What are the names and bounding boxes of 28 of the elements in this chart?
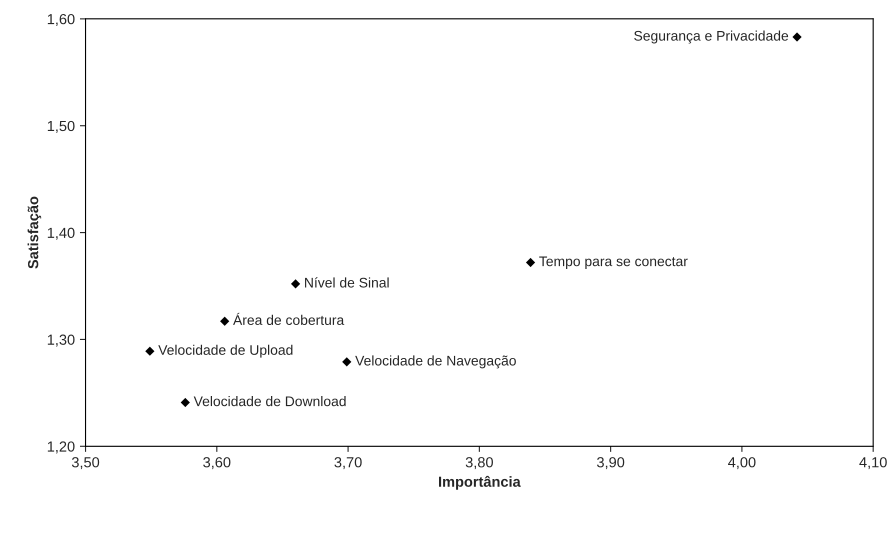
annotation: Velocidade de Upload xyxy=(158,344,292,358)
point xyxy=(792,32,802,42)
annotation: Tempo para se conectar xyxy=(539,256,688,269)
annotation: Segurança e Privacidade xyxy=(634,30,788,44)
annotation: Área de cobertura xyxy=(233,312,344,325)
annotation: Nível de Sinal xyxy=(305,277,389,288)
y-tick-label: 1,40 xyxy=(48,228,75,240)
x-tick-label: 3,60 xyxy=(203,457,230,470)
point xyxy=(180,398,190,408)
point xyxy=(526,258,536,268)
x-axis-title: Importância xyxy=(439,476,521,490)
annotation: Velocidade de Navegação xyxy=(355,355,516,368)
y-tick-label: 1,50 xyxy=(48,120,75,133)
x-tick-label: 4,00 xyxy=(728,457,756,470)
point xyxy=(145,346,154,356)
x-tick-label: 4,10 xyxy=(859,457,887,470)
y-axis-title: Satisfação xyxy=(28,196,42,269)
point xyxy=(220,316,230,326)
annotation: Velocidade de Download xyxy=(194,396,346,406)
y-tick-label: 1,30 xyxy=(48,334,75,347)
x-tick-label: 3,80 xyxy=(466,457,493,470)
y-tick-label: 1,20 xyxy=(48,441,75,454)
x-tick-label: 3,70 xyxy=(334,457,362,470)
x-tick-label: 3,90 xyxy=(597,457,624,470)
point xyxy=(342,357,352,366)
point xyxy=(290,279,300,288)
y-tick-label: 1,60 xyxy=(48,14,75,26)
x-tick-label: 3,50 xyxy=(72,457,100,470)
